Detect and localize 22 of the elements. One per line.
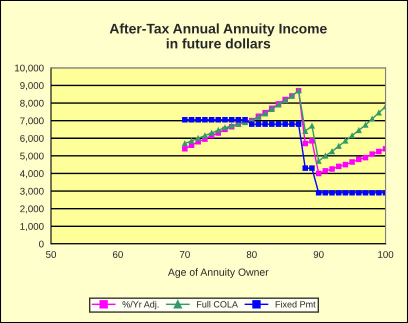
y-tick-label: 0 [39,240,44,248]
x-tick-label: 60 [113,251,123,258]
x-tick-label: 70 [180,251,190,258]
y-tick-label: 7,000 [20,117,44,126]
legend-label: Fixed Pmt [276,300,316,308]
x-tick-label: 90 [314,251,324,258]
x-tick-label: 100 [378,251,394,258]
y-tick-label: 4,000 [20,170,44,178]
legend-label: %/Yr Adj. [122,300,158,310]
legend-label: Full COLA [197,300,238,308]
y-tick-label: 3,000 [20,188,44,196]
x-tick-label: 50 [46,251,56,258]
y-tick-label: 9,000 [20,82,44,90]
y-tick-label: 10,000 [15,64,44,73]
y-tick-label: 2,000 [20,205,44,214]
y-tick-label: 1,000 [20,222,44,232]
y-tick-label: 6,000 [20,134,44,144]
x-axis-title: Age of Annuity Owner [168,268,268,278]
chart-title: After-Tax Annual Annuity Income in future dollars [110,23,327,49]
x-tick-label: 80 [246,251,257,258]
y-tick-label: 8,000 [20,100,44,108]
y-tick-label: 5,000 [20,152,44,161]
